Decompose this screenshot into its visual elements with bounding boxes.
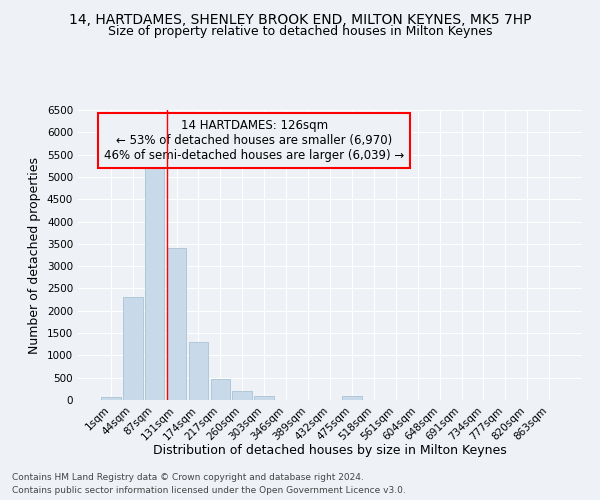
Bar — [101, 396, 121, 400]
Bar — [342, 396, 362, 400]
Text: Contains public sector information licensed under the Open Government Licence v3: Contains public sector information licen… — [12, 486, 406, 495]
Bar — [123, 298, 143, 400]
Text: 14, HARTDAMES, SHENLEY BROOK END, MILTON KEYNES, MK5 7HP: 14, HARTDAMES, SHENLEY BROOK END, MILTON… — [69, 12, 531, 26]
X-axis label: Distribution of detached houses by size in Milton Keynes: Distribution of detached houses by size … — [153, 444, 507, 458]
Text: 14 HARTDAMES: 126sqm
← 53% of detached houses are smaller (6,970)
46% of semi-de: 14 HARTDAMES: 126sqm ← 53% of detached h… — [104, 118, 404, 162]
Bar — [145, 157, 164, 400]
Bar — [254, 396, 274, 400]
Bar — [232, 391, 252, 400]
Text: Contains HM Land Registry data © Crown copyright and database right 2024.: Contains HM Land Registry data © Crown c… — [12, 474, 364, 482]
Text: Size of property relative to detached houses in Milton Keynes: Size of property relative to detached ho… — [108, 25, 492, 38]
Bar — [211, 378, 230, 400]
Y-axis label: Number of detached properties: Number of detached properties — [28, 156, 41, 354]
Bar — [167, 248, 187, 400]
Bar — [188, 342, 208, 400]
